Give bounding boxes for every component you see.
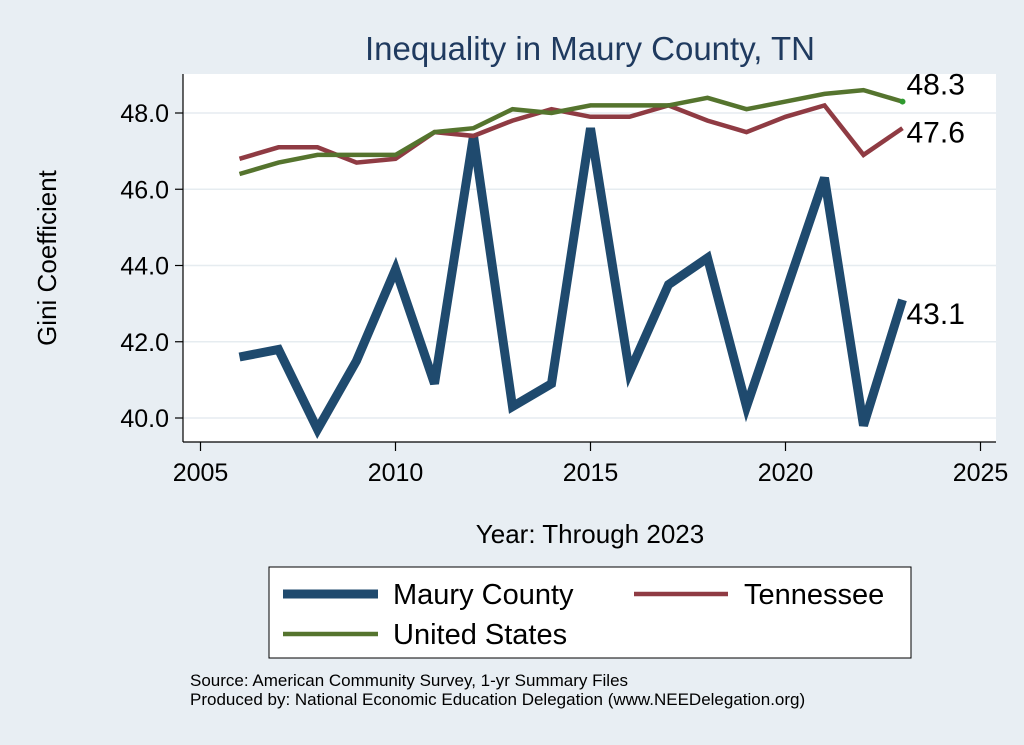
y-tick-label-3: 46.0 (120, 176, 169, 204)
x-tick-label-3: 2020 (758, 459, 814, 487)
end-labels: 48.3 47.6 43.1 (907, 69, 965, 331)
series-line-maury-county (238, 127, 907, 440)
legend-label-tennessee: Tennessee (744, 579, 884, 611)
end-marker-united-states (899, 98, 906, 105)
y-ticks: 40.0 42.0 44.0 46.0 48.0 (120, 100, 183, 433)
x-tick-label-1: 2010 (368, 459, 424, 487)
x-tick-label-0: 2005 (173, 459, 229, 487)
y-axis-title: Gini Coefficient (32, 169, 62, 346)
series-layer (238, 87, 907, 440)
end-label-maury-county: 43.1 (907, 298, 965, 331)
source-line-2: Produced by: National Economic Education… (190, 690, 805, 709)
y-tick-label-1: 42.0 (120, 329, 169, 357)
series-line-tennessee (238, 102, 904, 165)
end-label-united-states: 48.3 (907, 69, 965, 102)
legend-box (268, 566, 912, 659)
legend: Maury County Tennessee United States (268, 566, 912, 659)
legend-label-united-states: United States (393, 619, 567, 651)
source-line-1: Source: American Community Survey, 1-yr … (190, 671, 628, 690)
y-tick-label-4: 48.0 (120, 100, 169, 128)
series-line-united-states (238, 87, 904, 177)
x-tick-label-4: 2025 (953, 459, 1009, 487)
x-tick-label-2: 2015 (563, 459, 619, 487)
chart-title: Inequality in Maury County, TN (365, 30, 815, 67)
end-label-tennessee: 47.6 (907, 116, 965, 149)
legend-label-maury-county: Maury County (393, 579, 574, 611)
y-tick-label-0: 40.0 (120, 405, 169, 433)
x-axis-title: Year: Through 2023 (476, 519, 704, 549)
y-tick-label-2: 44.0 (120, 253, 169, 281)
x-ticks: 2005 2010 2015 2020 2025 (173, 442, 1009, 487)
